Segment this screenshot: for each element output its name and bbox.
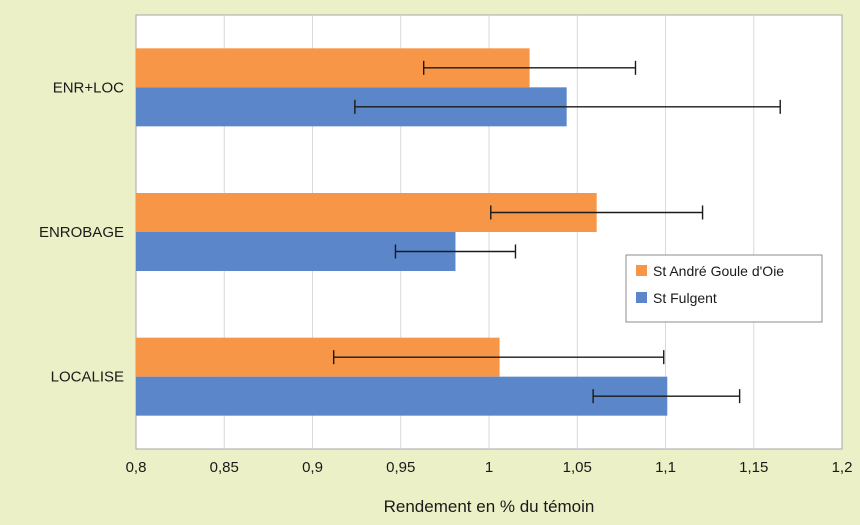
category-label: ENR+LOC xyxy=(53,79,124,96)
category-label: LOCALISE xyxy=(51,369,124,386)
x-tick-label: 1,1 xyxy=(655,459,676,476)
x-axis-title: Rendement en % du témoin xyxy=(384,497,595,516)
y-axis-categories: ENR+LOC ENROBAGE LOCALISE xyxy=(39,79,124,385)
x-tick-label: 0,95 xyxy=(386,459,415,476)
legend-label-st-andre: St André Goule d'Oie xyxy=(653,263,784,279)
x-tick-label: 1,15 xyxy=(739,459,768,476)
legend-box xyxy=(625,254,823,323)
bar xyxy=(136,376,668,416)
x-tick-label: 1 xyxy=(485,459,493,476)
x-tick-label: 1,2 xyxy=(832,459,853,476)
legend: St André Goule d'Oie St Fulgent xyxy=(625,254,823,323)
x-tick-label: 1,05 xyxy=(563,459,592,476)
legend-label-st-fulgent: St Fulgent xyxy=(653,290,717,306)
category-label: ENROBAGE xyxy=(39,224,124,241)
x-tick-label: 0,9 xyxy=(302,459,323,476)
error-bars xyxy=(332,60,781,404)
x-axis-ticks: 0,8 0,85 0,9 0,95 1 1,05 1,1 1,15 1,2 xyxy=(126,459,853,476)
legend-swatch-blue xyxy=(636,292,647,303)
legend-swatch-orange xyxy=(636,265,647,276)
x-tick-label: 0,8 xyxy=(126,459,147,476)
x-tick-label: 0,85 xyxy=(210,459,239,476)
